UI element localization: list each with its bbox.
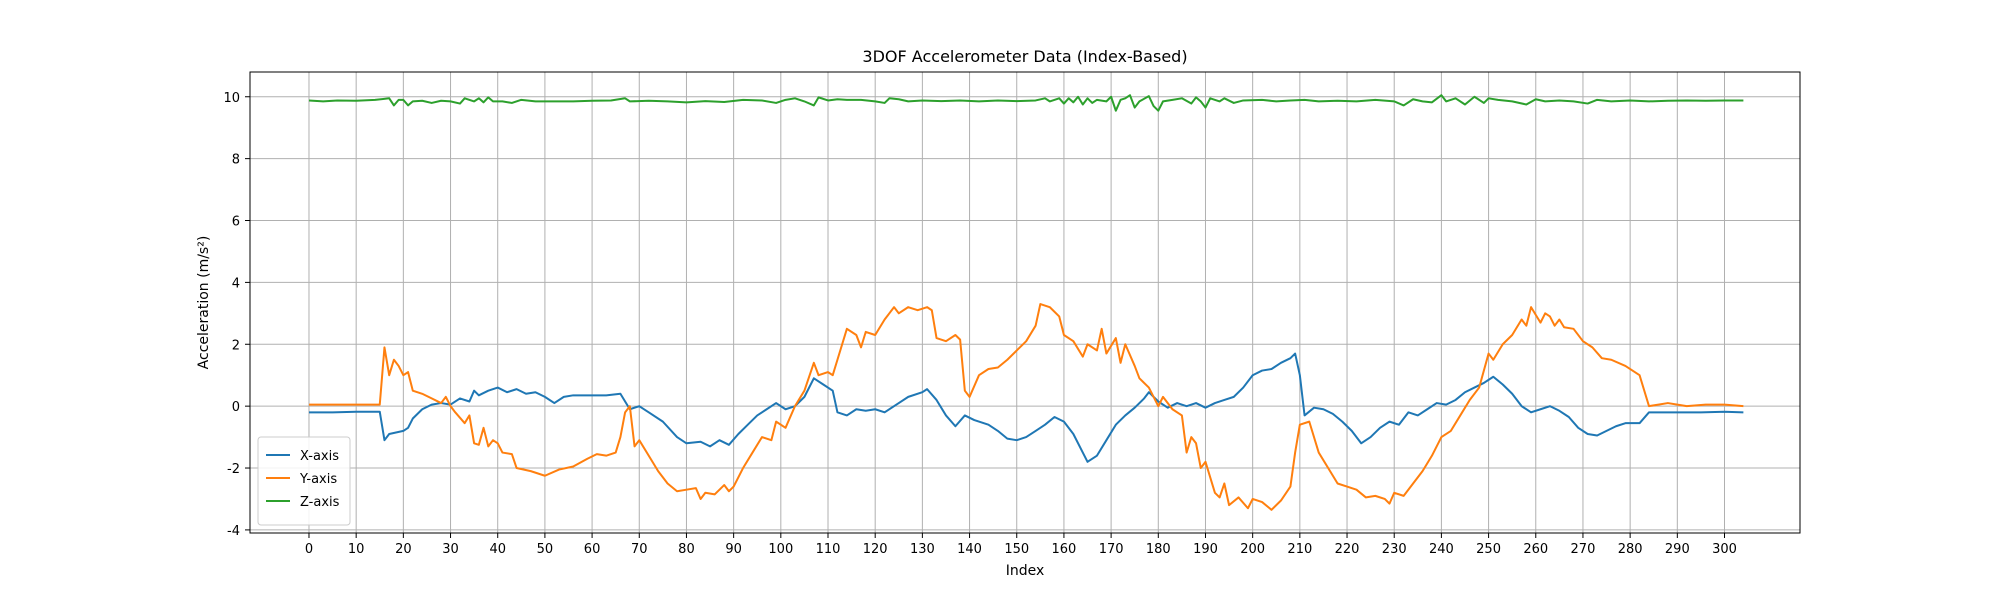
plot-frame (249, 71, 1801, 534)
x-tick-label: 230 (1382, 542, 1407, 557)
x-tick-label: 240 (1429, 542, 1454, 557)
x-tick-label: 30 (442, 542, 459, 557)
x-tick-label: 120 (863, 542, 888, 557)
y-tick-label: 4 (232, 276, 240, 291)
legend: X-axis Y-axis Z-axis (257, 436, 351, 526)
x-tick-label: 220 (1335, 542, 1360, 557)
x-tick-label: 130 (910, 542, 935, 557)
series-line-x-axis (308, 352, 1744, 463)
legend-label-x-axis: X-axis (300, 449, 339, 464)
x-tick-label: 270 (1571, 542, 1596, 557)
y-axis-title: Acceleration (m/s²) (196, 236, 212, 370)
x-tick-label: 300 (1712, 542, 1737, 557)
y-tick-label: 0 (232, 400, 240, 415)
x-tick-label: 200 (1240, 542, 1265, 557)
x-tick-label: 90 (725, 542, 742, 557)
x-tick-label: 280 (1618, 542, 1643, 557)
y-tick-label: -4 (227, 524, 240, 539)
legend-label-y-axis: Y-axis (299, 472, 337, 487)
x-axis-title: Index (1006, 563, 1045, 579)
series-line-y-axis (308, 303, 1744, 511)
x-tick-label: 140 (957, 542, 982, 557)
y-tick-label: -2 (227, 462, 240, 477)
y-tick-label: 6 (232, 215, 240, 230)
x-tick-label: 20 (395, 542, 412, 557)
x-tick-label: 180 (1146, 542, 1171, 557)
axis-ticks: 0 10 20 30 40 50 60 70 80 90 100 110 120 130 140 150 160… (223, 91, 1736, 557)
x-tick-label: 60 (584, 542, 601, 557)
series-line-z-axis (308, 94, 1744, 112)
x-tick-label: 80 (678, 542, 695, 557)
data-series (308, 94, 1744, 511)
x-tick-label: 190 (1193, 542, 1218, 557)
x-tick-label: 170 (1099, 542, 1124, 557)
x-tick-label: 40 (489, 542, 506, 557)
x-tick-label: 150 (1004, 542, 1029, 557)
y-tick-label: 8 (232, 153, 240, 168)
x-tick-label: 250 (1476, 542, 1501, 557)
x-tick-label: 10 (348, 542, 365, 557)
y-tick-label: 10 (223, 91, 240, 106)
x-tick-label: 0 (305, 542, 313, 557)
x-tick-label: 160 (1052, 542, 1077, 557)
x-tick-label: 70 (631, 542, 648, 557)
x-tick-label: 50 (537, 542, 554, 557)
x-tick-label: 260 (1523, 542, 1548, 557)
y-tick-label: 2 (232, 338, 240, 353)
legend-box (257, 436, 351, 526)
x-tick-label: 110 (816, 542, 841, 557)
x-tick-label: 100 (768, 542, 793, 557)
x-tick-label: 210 (1287, 542, 1312, 557)
grid-lines (250, 72, 1800, 533)
legend-label-z-axis: Z-axis (300, 495, 340, 510)
chart-title: 3DOF Accelerometer Data (Index-Based) (862, 47, 1187, 66)
x-tick-label: 290 (1665, 542, 1690, 557)
